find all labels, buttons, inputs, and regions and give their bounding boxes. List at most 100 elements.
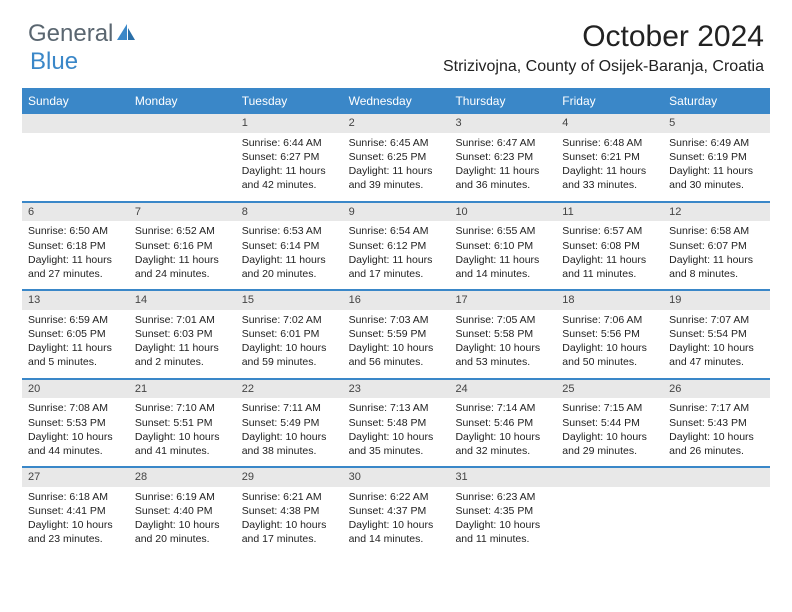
- daylight-line: Daylight: 10 hours and 26 minutes.: [669, 430, 764, 458]
- daylight-line: Daylight: 11 hours and 39 minutes.: [349, 164, 444, 192]
- day-body: Sunrise: 6:49 AMSunset: 6:19 PMDaylight:…: [663, 133, 770, 201]
- day-body: Sunrise: 6:55 AMSunset: 6:10 PMDaylight:…: [449, 221, 556, 289]
- sunrise-line: Sunrise: 7:01 AM: [135, 313, 230, 327]
- daylight-line: Daylight: 10 hours and 44 minutes.: [28, 430, 123, 458]
- sunset-line: Sunset: 5:54 PM: [669, 327, 764, 341]
- day-body: Sunrise: 6:53 AMSunset: 6:14 PMDaylight:…: [236, 221, 343, 289]
- daylight-line: Daylight: 10 hours and 20 minutes.: [135, 518, 230, 546]
- daylight-line: Daylight: 10 hours and 23 minutes.: [28, 518, 123, 546]
- day-body: Sunrise: 7:03 AMSunset: 5:59 PMDaylight:…: [343, 310, 450, 378]
- sunset-line: Sunset: 6:08 PM: [562, 239, 657, 253]
- daylight-line: Daylight: 10 hours and 50 minutes.: [562, 341, 657, 369]
- day-body: Sunrise: 6:52 AMSunset: 6:16 PMDaylight:…: [129, 221, 236, 289]
- daylight-line: Daylight: 11 hours and 20 minutes.: [242, 253, 337, 281]
- logo-text-general: General: [28, 20, 113, 48]
- day-30: 30Sunrise: 6:22 AMSunset: 4:37 PMDayligh…: [343, 468, 450, 555]
- sunset-line: Sunset: 6:05 PM: [28, 327, 123, 341]
- day-number: 31: [449, 468, 556, 487]
- day-body: Sunrise: 6:47 AMSunset: 6:23 PMDaylight:…: [449, 133, 556, 201]
- sunset-line: Sunset: 5:58 PM: [455, 327, 550, 341]
- day-17: 17Sunrise: 7:05 AMSunset: 5:58 PMDayligh…: [449, 291, 556, 378]
- sunset-line: Sunset: 5:48 PM: [349, 416, 444, 430]
- location: Strizivojna, County of Osijek-Baranja, C…: [443, 58, 764, 76]
- daylight-line: Daylight: 10 hours and 56 minutes.: [349, 341, 444, 369]
- day-body: Sunrise: 7:17 AMSunset: 5:43 PMDaylight:…: [663, 398, 770, 466]
- day-number: 26: [663, 380, 770, 399]
- day-number: 16: [343, 291, 450, 310]
- daylight-line: Daylight: 11 hours and 24 minutes.: [135, 253, 230, 281]
- weekday-tuesday: Tuesday: [236, 90, 343, 112]
- week-row: 1Sunrise: 6:44 AMSunset: 6:27 PMDaylight…: [22, 112, 770, 201]
- day-1: 1Sunrise: 6:44 AMSunset: 6:27 PMDaylight…: [236, 114, 343, 201]
- day-body: Sunrise: 6:59 AMSunset: 6:05 PMDaylight:…: [22, 310, 129, 378]
- sunrise-line: Sunrise: 7:06 AM: [562, 313, 657, 327]
- day-body: Sunrise: 7:14 AMSunset: 5:46 PMDaylight:…: [449, 398, 556, 466]
- sunrise-line: Sunrise: 7:05 AM: [455, 313, 550, 327]
- sunrise-line: Sunrise: 6:45 AM: [349, 136, 444, 150]
- day-3: 3Sunrise: 6:47 AMSunset: 6:23 PMDaylight…: [449, 114, 556, 201]
- weekday-saturday: Saturday: [663, 90, 770, 112]
- sunset-line: Sunset: 5:53 PM: [28, 416, 123, 430]
- day-number: 14: [129, 291, 236, 310]
- day-body: Sunrise: 6:44 AMSunset: 6:27 PMDaylight:…: [236, 133, 343, 201]
- day-number: 4: [556, 114, 663, 133]
- sunrise-line: Sunrise: 7:17 AM: [669, 401, 764, 415]
- day-4: 4Sunrise: 6:48 AMSunset: 6:21 PMDaylight…: [556, 114, 663, 201]
- day-18: 18Sunrise: 7:06 AMSunset: 5:56 PMDayligh…: [556, 291, 663, 378]
- sunset-line: Sunset: 6:01 PM: [242, 327, 337, 341]
- day-2: 2Sunrise: 6:45 AMSunset: 6:25 PMDaylight…: [343, 114, 450, 201]
- daylight-line: Daylight: 11 hours and 8 minutes.: [669, 253, 764, 281]
- sunset-line: Sunset: 5:46 PM: [455, 416, 550, 430]
- day-number: 10: [449, 203, 556, 222]
- daylight-line: Daylight: 11 hours and 36 minutes.: [455, 164, 550, 192]
- sunrise-line: Sunrise: 6:18 AM: [28, 490, 123, 504]
- logo: General: [28, 20, 139, 48]
- day-12: 12Sunrise: 6:58 AMSunset: 6:07 PMDayligh…: [663, 203, 770, 290]
- day-number: 13: [22, 291, 129, 310]
- sunset-line: Sunset: 5:56 PM: [562, 327, 657, 341]
- day-number: 6: [22, 203, 129, 222]
- sunset-line: Sunset: 6:07 PM: [669, 239, 764, 253]
- daylight-line: Daylight: 10 hours and 11 minutes.: [455, 518, 550, 546]
- day-16: 16Sunrise: 7:03 AMSunset: 5:59 PMDayligh…: [343, 291, 450, 378]
- daylight-line: Daylight: 11 hours and 30 minutes.: [669, 164, 764, 192]
- sunset-line: Sunset: 4:35 PM: [455, 504, 550, 518]
- day-number: 12: [663, 203, 770, 222]
- sunrise-line: Sunrise: 6:53 AM: [242, 224, 337, 238]
- day-body: Sunrise: 6:50 AMSunset: 6:18 PMDaylight:…: [22, 221, 129, 289]
- day-13: 13Sunrise: 6:59 AMSunset: 6:05 PMDayligh…: [22, 291, 129, 378]
- day-5: 5Sunrise: 6:49 AMSunset: 6:19 PMDaylight…: [663, 114, 770, 201]
- daylight-line: Daylight: 11 hours and 33 minutes.: [562, 164, 657, 192]
- day-number: 15: [236, 291, 343, 310]
- sunrise-line: Sunrise: 7:13 AM: [349, 401, 444, 415]
- day-number: [129, 114, 236, 133]
- day-number: 20: [22, 380, 129, 399]
- daylight-line: Daylight: 10 hours and 47 minutes.: [669, 341, 764, 369]
- sunset-line: Sunset: 6:14 PM: [242, 239, 337, 253]
- sunrise-line: Sunrise: 7:03 AM: [349, 313, 444, 327]
- day-body: Sunrise: 7:07 AMSunset: 5:54 PMDaylight:…: [663, 310, 770, 378]
- day-25: 25Sunrise: 7:15 AMSunset: 5:44 PMDayligh…: [556, 380, 663, 467]
- day-number: 28: [129, 468, 236, 487]
- logo-sail-icon: [115, 22, 137, 47]
- weekday-sunday: Sunday: [22, 90, 129, 112]
- day-10: 10Sunrise: 6:55 AMSunset: 6:10 PMDayligh…: [449, 203, 556, 290]
- daylight-line: Daylight: 11 hours and 42 minutes.: [242, 164, 337, 192]
- title-block: October 2024 Strizivojna, County of Osij…: [443, 20, 764, 76]
- day-empty: [129, 114, 236, 201]
- day-number: [556, 468, 663, 487]
- day-number: 11: [556, 203, 663, 222]
- daylight-line: Daylight: 10 hours and 29 minutes.: [562, 430, 657, 458]
- sunrise-line: Sunrise: 6:54 AM: [349, 224, 444, 238]
- daylight-line: Daylight: 11 hours and 27 minutes.: [28, 253, 123, 281]
- sunset-line: Sunset: 5:44 PM: [562, 416, 657, 430]
- sunrise-line: Sunrise: 6:50 AM: [28, 224, 123, 238]
- daylight-line: Daylight: 10 hours and 59 minutes.: [242, 341, 337, 369]
- daylight-line: Daylight: 10 hours and 17 minutes.: [242, 518, 337, 546]
- sunset-line: Sunset: 6:03 PM: [135, 327, 230, 341]
- logo-text-blue-wrap: Blue: [30, 48, 78, 76]
- day-body: Sunrise: 6:23 AMSunset: 4:35 PMDaylight:…: [449, 487, 556, 555]
- day-empty: [22, 114, 129, 201]
- day-body: Sunrise: 6:22 AMSunset: 4:37 PMDaylight:…: [343, 487, 450, 555]
- sunrise-line: Sunrise: 7:15 AM: [562, 401, 657, 415]
